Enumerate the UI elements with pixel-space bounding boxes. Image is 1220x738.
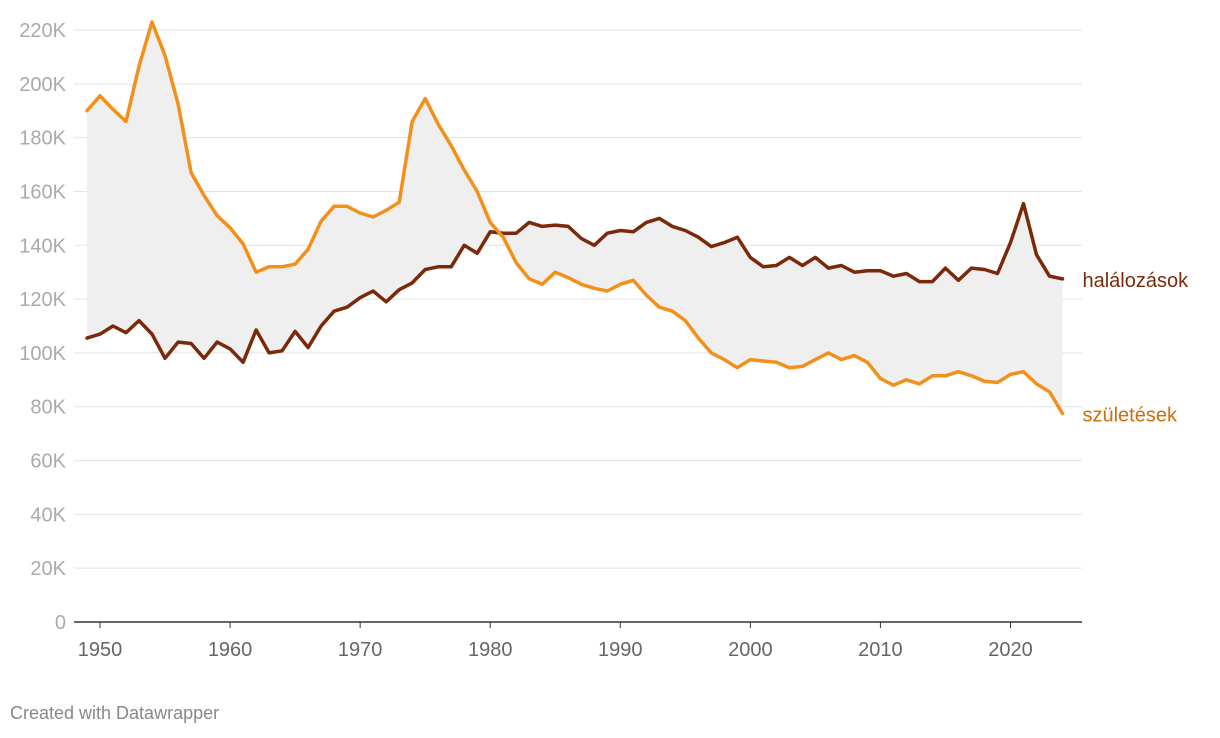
x-tick-label: 2010: [858, 639, 903, 661]
x-axis-labels: 1950 1960 1970 1980 1990 2000 2010 2020: [78, 639, 1033, 661]
y-tick-label: 20K: [30, 558, 66, 580]
x-tick-label: 1960: [208, 639, 253, 661]
y-tick-label: 60K: [30, 451, 66, 473]
series-labels: halálozások születések: [1082, 270, 1189, 427]
y-tick-label: 100K: [19, 343, 66, 365]
x-tick-label: 2020: [988, 639, 1033, 661]
y-tick-label: 220K: [19, 20, 66, 42]
y-tick-label: 200K: [19, 74, 66, 96]
y-tick-label: 180K: [19, 128, 66, 150]
y-axis-labels: 0 20K 40K 60K 80K 100K 120K 140K 160K 180K 200K 220…: [19, 20, 66, 634]
series-line-births: [85, 20, 1065, 416]
series-label: halálozások: [1082, 270, 1189, 292]
x-tick-label: 1980: [468, 639, 513, 661]
x-tick-label: 1970: [338, 639, 383, 661]
y-tick-label: 120K: [19, 289, 66, 311]
x-axis-ticks: [99, 622, 1011, 628]
credit-text: Created with Datawrapper: [10, 703, 220, 723]
series-label: születések: [1082, 404, 1177, 426]
x-tick-label: 2000: [728, 639, 773, 661]
y-tick-label: 0: [55, 612, 66, 634]
y-tick-label: 140K: [19, 235, 66, 257]
series-line-deaths: [85, 201, 1065, 365]
y-tick-label: 40K: [30, 504, 66, 526]
x-tick-label: 1990: [598, 639, 643, 661]
series-lines: [85, 20, 1065, 416]
x-tick-label: 1950: [78, 639, 123, 661]
y-tick-label: 80K: [30, 397, 66, 419]
y-tick-label: 160K: [19, 181, 66, 203]
difference-area: [87, 21, 1063, 414]
